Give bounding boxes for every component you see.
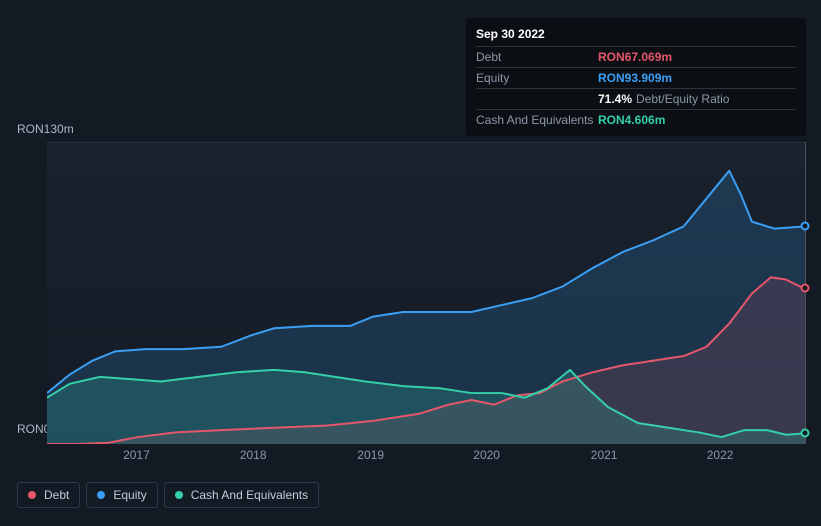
tooltip-row-label: Equity — [476, 71, 598, 85]
legend-item-cash-and-equivalents[interactable]: Cash And Equivalents — [164, 482, 319, 508]
tooltip-row-value: RON93.909m — [598, 71, 672, 85]
series-end-marker — [801, 429, 810, 438]
tooltip-row-value: RON4.606m — [598, 113, 665, 127]
legend-label: Cash And Equivalents — [191, 488, 308, 502]
tooltip-row-value: RON67.069m — [598, 50, 672, 64]
legend-label: Debt — [44, 488, 69, 502]
tooltip-row-suffix: Debt/Equity Ratio — [636, 92, 729, 106]
tooltip-row: DebtRON67.069m — [476, 47, 796, 68]
legend-item-equity[interactable]: Equity — [86, 482, 157, 508]
x-axis-tick: 2022 — [707, 448, 734, 462]
tooltip-row: EquityRON93.909m — [476, 68, 796, 89]
chart-legend: Debt Equity Cash And Equivalents — [17, 482, 319, 508]
x-axis-tick: 2021 — [591, 448, 618, 462]
legend-dot-icon — [97, 491, 105, 499]
legend-item-debt[interactable]: Debt — [17, 482, 80, 508]
tooltip-row-label: Debt — [476, 50, 598, 64]
tooltip-row: 71.4% Debt/Equity Ratio — [476, 89, 796, 110]
y-axis-min-label: RON0 — [17, 422, 50, 436]
tooltip-row: Cash And EquivalentsRON4.606m — [476, 110, 796, 130]
legend-dot-icon — [175, 491, 183, 499]
chart-container: RON130m RON0 2017 2018 2019 2020 2021 2022 — [17, 120, 805, 465]
x-axis-tick: 2017 — [123, 448, 150, 462]
tooltip-row-value: 71.4% — [598, 92, 632, 106]
tooltip-panel: Sep 30 2022 DebtRON67.069mEquityRON93.90… — [466, 18, 806, 136]
x-axis: 2017 2018 2019 2020 2021 2022 — [47, 448, 805, 468]
series-end-marker — [801, 221, 810, 230]
x-axis-tick: 2018 — [240, 448, 267, 462]
tooltip-date: Sep 30 2022 — [476, 24, 796, 47]
series-end-marker — [801, 284, 810, 293]
y-axis-max-label: RON130m — [17, 122, 74, 136]
legend-dot-icon — [28, 491, 36, 499]
legend-label: Equity — [113, 488, 146, 502]
x-axis-tick: 2019 — [357, 448, 384, 462]
tooltip-row-label — [476, 92, 598, 106]
x-axis-tick: 2020 — [473, 448, 500, 462]
tooltip-row-label: Cash And Equivalents — [476, 113, 598, 127]
chart-cursor-line — [805, 142, 806, 444]
area-chart[interactable] — [47, 142, 805, 444]
